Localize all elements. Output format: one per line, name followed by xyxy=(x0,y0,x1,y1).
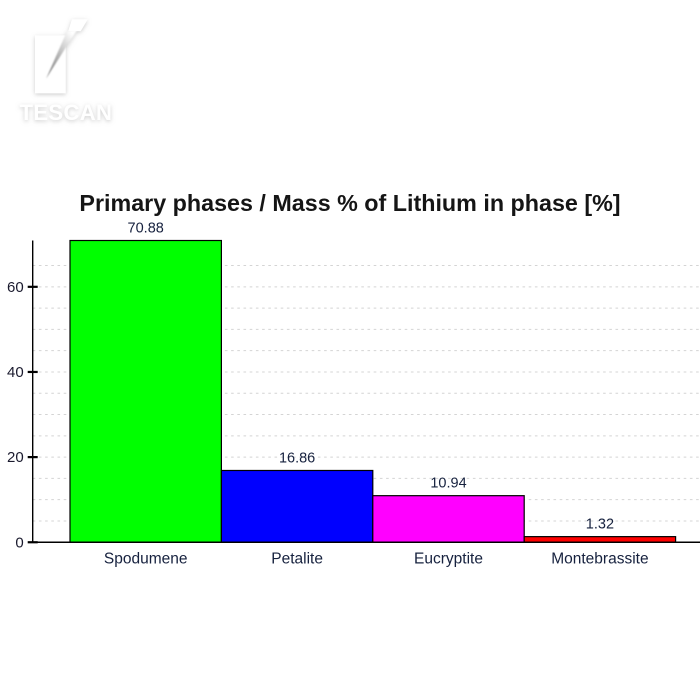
svg-text:70.88: 70.88 xyxy=(128,220,164,236)
svg-text:Petalite: Petalite xyxy=(271,550,323,567)
svg-text:10.94: 10.94 xyxy=(430,476,466,492)
svg-text:40: 40 xyxy=(7,364,24,381)
svg-text:16.86: 16.86 xyxy=(279,450,315,466)
svg-text:1.32: 1.32 xyxy=(586,517,614,533)
svg-text:Spodumene: Spodumene xyxy=(104,550,188,567)
svg-text:20: 20 xyxy=(7,449,24,466)
svg-text:Eucryptite: Eucryptite xyxy=(414,550,483,567)
svg-text:60: 60 xyxy=(7,279,24,296)
svg-text:Montebrassite: Montebrassite xyxy=(551,550,648,567)
svg-text:0: 0 xyxy=(15,534,23,551)
